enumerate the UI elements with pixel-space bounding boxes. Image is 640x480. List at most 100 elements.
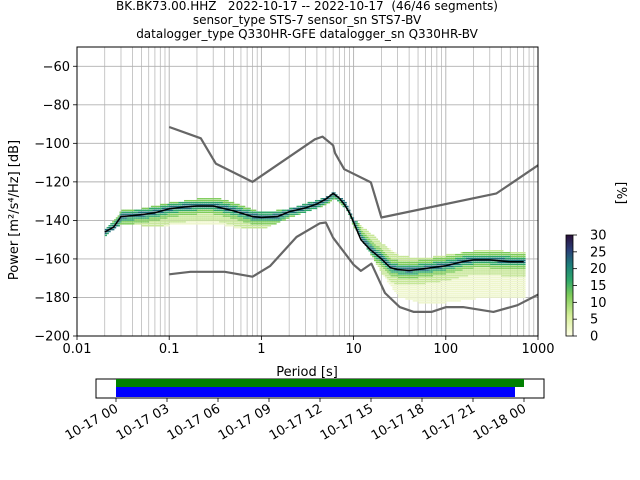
series-lines <box>104 125 538 313</box>
psd-density-cell <box>200 211 203 213</box>
psd-density-cell <box>475 296 478 298</box>
psd-density-cell <box>403 257 406 260</box>
psd-density-cell <box>222 199 226 202</box>
psd-density-cell <box>396 286 399 289</box>
psd-density-cell <box>484 267 487 269</box>
psd-density-cell <box>501 265 504 267</box>
psd-density-cell <box>473 282 476 285</box>
psd-density-cell <box>512 286 515 289</box>
psd-density-cell <box>466 282 469 285</box>
psd-density-cell <box>495 277 498 279</box>
psd-density-cell <box>451 282 454 285</box>
psd-density-cell <box>195 213 198 215</box>
y-tick-label: −140 <box>34 214 70 229</box>
psd-density-cell <box>182 203 185 206</box>
psd-density-cell <box>119 223 122 225</box>
psd-density-cell <box>423 284 427 287</box>
psd-density-cell <box>468 282 471 285</box>
psd-density-cell <box>396 263 399 266</box>
psd-density-cell <box>405 259 408 262</box>
psd-density-cell <box>447 275 450 277</box>
psd-density-cell <box>436 257 439 260</box>
psd-density-cell <box>108 225 111 227</box>
psd-density-cell <box>475 290 478 292</box>
psd-density-cell <box>477 275 480 277</box>
psd-density-cell <box>445 296 449 298</box>
psd-density-cell <box>149 209 152 212</box>
psd-density-cell <box>244 215 248 217</box>
psd-density-cell <box>486 255 489 258</box>
psd-density-cell <box>466 263 469 266</box>
psd-density-cell <box>506 282 509 285</box>
psd-density-cell <box>429 265 432 267</box>
psd-density-cell <box>521 253 524 256</box>
psd-density-cell <box>449 269 452 271</box>
psd-density-cell <box>432 284 436 287</box>
psd-density-cell <box>464 263 467 266</box>
psd-density-cell <box>442 261 445 264</box>
psd-density-cell <box>416 280 419 283</box>
psd-density-cell <box>233 223 237 225</box>
psd-density-cell <box>503 263 506 266</box>
psd-density-cell <box>143 217 146 219</box>
psd-density-cell <box>329 198 332 200</box>
psd-density-cell <box>440 257 443 260</box>
psd-density-cell <box>501 271 504 273</box>
psd-density-cell <box>191 221 194 223</box>
psd-density-cell <box>469 263 473 266</box>
psd-density-cell <box>456 292 460 294</box>
psd-density-cell <box>396 259 399 262</box>
psd-density-cell <box>508 255 511 258</box>
psd-density-cell <box>359 228 362 231</box>
psd-density-cell <box>228 213 231 215</box>
psd-density-cell <box>420 271 423 273</box>
psd-density-cell <box>455 288 458 291</box>
psd-density-cell <box>150 205 154 208</box>
psd-density-cell <box>359 225 362 227</box>
psd-density-cell <box>368 238 371 240</box>
psd-density-cell <box>370 246 373 248</box>
psd-density-cell <box>184 217 187 219</box>
psd-density-cell <box>405 263 408 266</box>
psd-density-cell <box>464 259 467 262</box>
psd-density-cell <box>215 217 218 219</box>
psd-density-cell <box>501 263 504 266</box>
psd-density-cell <box>420 269 423 271</box>
psd-density-cell <box>451 275 454 277</box>
psd-density-cell <box>501 267 504 269</box>
psd-density-cell <box>224 203 227 206</box>
psd-density-cell <box>394 255 397 258</box>
psd-density-cell <box>409 278 412 281</box>
psd-density-cell <box>469 298 473 300</box>
psd-density-cell <box>202 223 205 225</box>
psd-density-cell <box>206 219 209 221</box>
psd-density-cell <box>473 298 476 300</box>
psd-density-cell <box>198 221 202 223</box>
psd-density-cell <box>431 278 434 281</box>
psd-density-cell <box>462 292 465 294</box>
psd-density-cell <box>423 286 427 289</box>
psd-density-cell <box>482 265 486 267</box>
psd-density-cell <box>163 203 167 206</box>
psd-density-cell <box>178 209 181 212</box>
psd-density-cell <box>434 284 438 287</box>
psd-density-cell <box>375 263 379 266</box>
psd-density-cell <box>486 271 489 273</box>
psd-density-cell <box>119 221 122 223</box>
psd-density-cell <box>444 280 447 283</box>
psd-density-cell <box>252 217 255 219</box>
psd-density-cell <box>195 211 198 213</box>
psd-density-cell <box>213 199 216 202</box>
psd-density-cell <box>292 211 296 213</box>
psd-density-cell <box>421 257 425 260</box>
psd-density-cell <box>412 296 415 298</box>
psd-density-cell <box>495 257 498 260</box>
psd-density-cell <box>187 215 190 217</box>
psd-density-cell <box>420 302 423 304</box>
psd-density-cell <box>300 209 303 212</box>
psd-density-cell <box>279 215 283 217</box>
psd-density-cell <box>219 215 222 217</box>
psd-density-cell <box>217 211 220 213</box>
psd-density-cell <box>471 251 474 254</box>
psd-density-cell <box>185 209 189 212</box>
